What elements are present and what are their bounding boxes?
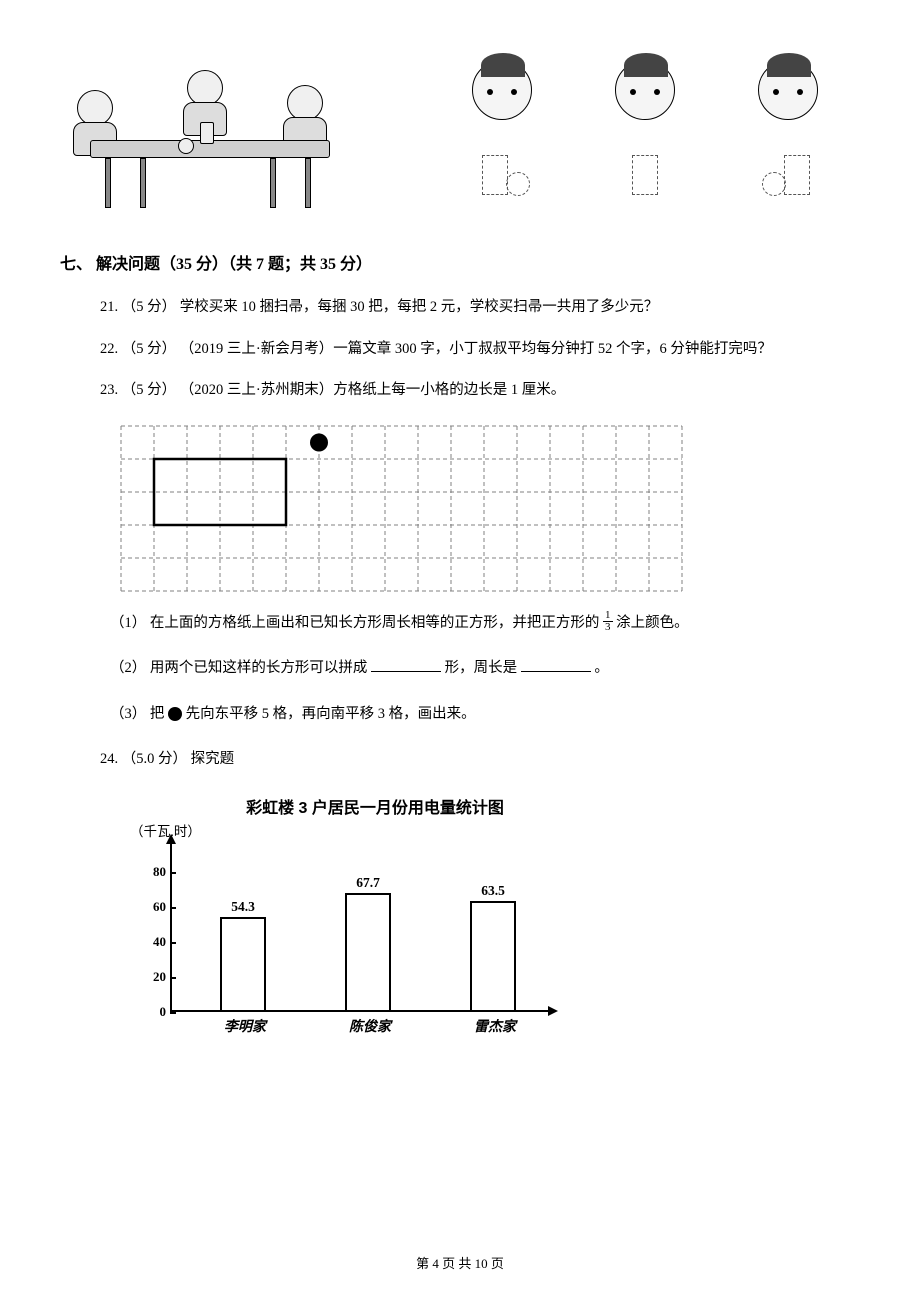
face-icon	[472, 60, 532, 120]
bar-value-label: 54.3	[222, 899, 264, 915]
view-option-1	[462, 60, 542, 200]
q23-sub1-text-a: （1） 在上面的方格纸上画出和已知长方形周长相等的正方形，并把正方形的	[110, 615, 603, 631]
grid-svg	[120, 425, 683, 592]
scene-kids-table	[60, 60, 360, 210]
question-21: 21. （5 分） 学校买来 10 捆扫帚，每捆 30 把，每把 2 元，学校买…	[100, 294, 860, 322]
face-icon	[758, 60, 818, 120]
shape-view-2	[605, 150, 685, 200]
question-23-sub1: （1） 在上面的方格纸上画出和已知长方形周长相等的正方形，并把正方形的 1 3 …	[110, 610, 860, 638]
q23-sub1-text-b: 涂上颜色。	[616, 615, 689, 631]
shape-view-3	[748, 150, 828, 200]
bar-category-label: 李明家	[200, 1016, 290, 1036]
y-axis	[170, 842, 172, 1012]
y-tick-label: 60	[136, 899, 166, 915]
q23-sub2-text-b: 形，周长是	[445, 660, 518, 676]
grid-figure	[120, 425, 685, 590]
fraction-numerator: 1	[603, 610, 613, 622]
question-23: 23. （5 分） （2020 三上·苏州期末）方格纸上每一小格的边长是 1 厘…	[100, 377, 860, 405]
shape-view-1	[462, 150, 542, 200]
fraction-one-third: 1 3	[603, 610, 613, 633]
bar: 67.7陈俊家	[345, 893, 391, 1011]
bar-chart-container: 彩虹楼 3 户居民一月份用电量统计图 （千瓦.时） 02040608054.3李…	[130, 794, 570, 1042]
bar-value-label: 67.7	[347, 875, 389, 891]
question-24: 24. （5.0 分） 探究题	[100, 746, 860, 774]
question-23-sub2: （2） 用两个已知这样的长方形可以拼成 形，周长是 。	[110, 655, 860, 683]
bar-category-label: 陈俊家	[325, 1016, 415, 1036]
top-illustrations	[60, 60, 860, 220]
question-22: 22. （5 分） （2019 三上·新会月考）一篇文章 300 字，小丁叔叔平…	[100, 336, 860, 364]
y-tick-label: 40	[136, 934, 166, 950]
view-option-3	[748, 60, 828, 200]
y-axis-arrow-icon	[166, 834, 176, 844]
bar: 54.3李明家	[220, 917, 266, 1012]
view-option-2	[605, 60, 685, 200]
y-tick-label: 20	[136, 969, 166, 985]
y-tick-label: 0	[136, 1004, 166, 1020]
q23-sub3-text-b: 先向东平移 5 格，再向南平移 3 格，画出来。	[186, 706, 476, 722]
fraction-denominator: 3	[603, 622, 613, 633]
bar-value-label: 63.5	[472, 883, 514, 899]
bar: 63.5雷杰家	[470, 901, 516, 1012]
q23-sub2-text-c: 。	[594, 660, 609, 676]
q23-sub3-text-a: （3） 把	[110, 706, 168, 722]
blank-perimeter[interactable]	[521, 658, 591, 672]
view-options	[430, 60, 860, 200]
bar-chart: 02040608054.3李明家67.7陈俊家63.5雷杰家	[170, 842, 570, 1042]
chart-unit: （千瓦.时）	[130, 820, 570, 840]
section-header: 七、 解决问题（35 分）（共 7 题；共 35 分）	[60, 250, 860, 274]
x-axis-arrow-icon	[548, 1006, 558, 1016]
q23-sub2-text-a: （2） 用两个已知这样的长方形可以拼成	[110, 660, 367, 676]
question-23-sub3: （3） 把 先向东平移 5 格，再向南平移 3 格，画出来。	[110, 701, 860, 729]
face-icon	[615, 60, 675, 120]
blank-shape[interactable]	[371, 658, 441, 672]
bar-category-label: 雷杰家	[450, 1016, 540, 1036]
black-dot-icon	[168, 707, 182, 721]
page-footer: 第 4 页 共 10 页	[0, 1253, 920, 1272]
y-tick-label: 80	[136, 864, 166, 880]
chart-title: 彩虹楼 3 户居民一月份用电量统计图	[180, 794, 570, 818]
